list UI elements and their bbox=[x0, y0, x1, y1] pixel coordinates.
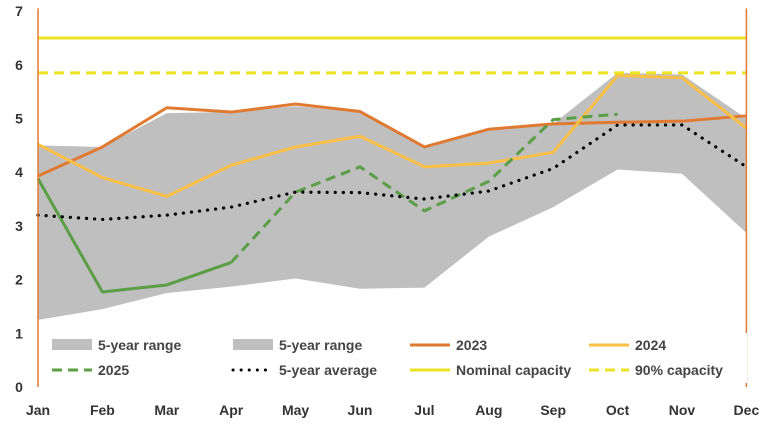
x-tick-label-aug: Aug bbox=[475, 402, 502, 418]
legend: 5-year range 5-year range 2023 2024 2025 5-ye… bbox=[43, 333, 747, 383]
y-tick-label-2: 2 bbox=[15, 272, 23, 288]
x-tick-label-feb: Feb bbox=[90, 402, 115, 418]
legend-5-year-range-0-swatch bbox=[52, 339, 92, 350]
y-tick-label-6: 6 bbox=[15, 57, 23, 73]
legend-2025-4-label: 2025 bbox=[98, 362, 129, 378]
x-tick-label-jun: Jun bbox=[348, 402, 373, 418]
y-tick-label-1: 1 bbox=[15, 325, 23, 341]
x-tick-label-apr: Apr bbox=[219, 402, 244, 418]
legend-2023-2-label: 2023 bbox=[456, 337, 487, 353]
y-tick-label-0: 0 bbox=[15, 379, 23, 395]
series-2023-line bbox=[37, 102, 747, 178]
y-tick-label-5: 5 bbox=[15, 111, 23, 127]
y-tick-label-4: 4 bbox=[15, 164, 23, 180]
legend-nominal-capacity-6-label: Nominal capacity bbox=[456, 362, 571, 378]
x-tick-labels: Jan Feb Mar Apr May Jun Jul Aug Sep Oct Nov Dec bbox=[26, 402, 760, 418]
y-tick-label-7: 7 bbox=[15, 3, 23, 19]
x-tick-label-dec: Dec bbox=[734, 402, 760, 418]
series-5-year-average-line bbox=[36, 123, 749, 222]
legend-90-capacity-7-label: 90% capacity bbox=[635, 362, 723, 378]
legend-5-year-average-5-label: 5-year average bbox=[279, 362, 377, 378]
x-tick-label-jan: Jan bbox=[26, 402, 50, 418]
y-tick-label-3: 3 bbox=[15, 218, 23, 234]
series-2025-solid-line bbox=[36, 177, 232, 294]
legend-5-year-range-1-swatch bbox=[233, 339, 273, 350]
x-tick-label-may: May bbox=[282, 402, 309, 418]
y-tick-labels: 0 1 2 3 4 5 6 7 bbox=[15, 3, 23, 395]
legend-background bbox=[43, 333, 747, 383]
series-lines-layer bbox=[36, 36, 749, 294]
x-tick-label-nov: Nov bbox=[669, 402, 696, 418]
series-2025-dashed-line bbox=[230, 112, 618, 264]
x-tick-label-jul: Jul bbox=[414, 402, 434, 418]
x-tick-label-oct: Oct bbox=[606, 402, 630, 418]
x-tick-label-mar: Mar bbox=[154, 402, 179, 418]
series-2024-line bbox=[37, 74, 748, 198]
x-tick-label-sep: Sep bbox=[540, 402, 566, 418]
legend-2024-3-label: 2024 bbox=[635, 337, 666, 353]
legend-5-year-range-0-label: 5-year range bbox=[98, 337, 181, 353]
axes-layer bbox=[37, 8, 748, 387]
legend-5-year-range-1-label: 5-year range bbox=[279, 337, 362, 353]
